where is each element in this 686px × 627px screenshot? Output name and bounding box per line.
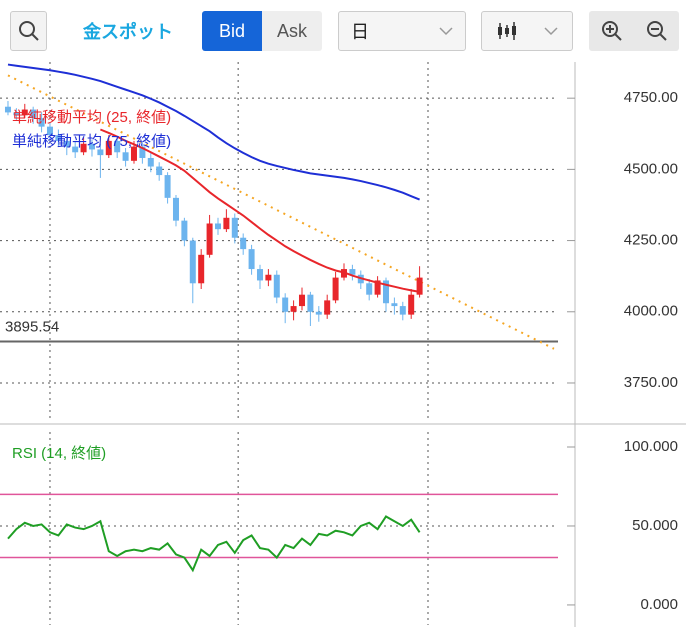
- candle-body: [80, 143, 87, 153]
- candle-body: [240, 237, 247, 250]
- y-tick-label: 4750.00: [624, 89, 678, 106]
- y-tick-label: 0.000: [640, 596, 678, 613]
- candle-body: [382, 280, 389, 304]
- candle-body: [324, 300, 331, 315]
- series-line: [7, 515, 421, 573]
- candle-body: [97, 149, 104, 156]
- candle-body: [231, 217, 238, 238]
- candle-body: [72, 146, 79, 153]
- period: 日: [351, 22, 369, 42]
- candle-body: [88, 143, 95, 150]
- candle-body: [122, 152, 129, 161]
- candle-body: [248, 249, 255, 270]
- candle-body: [189, 240, 196, 284]
- candle-body: [273, 274, 280, 298]
- y-tick-label: 100.000: [624, 438, 678, 455]
- reference-label: 3895.54: [5, 318, 59, 335]
- candle-body: [21, 109, 28, 116]
- legend-entry: 単純移動平均 (25, 終値): [12, 109, 171, 126]
- zoom-in[interactable]: [600, 19, 624, 43]
- y-tick-label: 4500.00: [624, 160, 678, 177]
- candle-body: [147, 157, 154, 167]
- candle-body: [172, 197, 179, 221]
- legend-entry: 単純移動平均 (75, 終値): [12, 133, 171, 150]
- candle-body: [214, 223, 221, 230]
- candle-icon: [498, 22, 516, 40]
- candle-body: [332, 277, 339, 301]
- candle-body: [38, 118, 45, 127]
- y-tick-label: 4000.00: [624, 303, 678, 320]
- search-button[interactable]: [10, 11, 47, 51]
- zoom-out[interactable]: [645, 19, 669, 43]
- candle-body: [391, 303, 398, 307]
- chevron: [439, 27, 453, 36]
- chart: 3750.00 4000.00 4250.00 4500.00 4750.00 3895.…: [0, 62, 686, 627]
- ask-button[interactable]: Ask: [262, 11, 322, 51]
- candle-body: [164, 175, 171, 198]
- candle-body: [4, 106, 11, 113]
- chevron: [544, 27, 558, 36]
- candle-body: [282, 297, 289, 312]
- candle-body: [223, 217, 230, 230]
- candle-body: [349, 269, 356, 275]
- candle-body: [265, 274, 272, 281]
- candle-body: [105, 140, 112, 156]
- legend-entry: RSI (14, 終値): [12, 445, 106, 462]
- series-line: [7, 63, 420, 201]
- candle-body: [156, 166, 163, 176]
- symbol[interactable]: 金スポット: [83, 22, 173, 42]
- candle-body: [416, 277, 423, 295]
- candle-body: [307, 294, 314, 312]
- bid-button[interactable]: Bid: [202, 11, 262, 51]
- period-select[interactable]: 日: [338, 11, 466, 51]
- y-tick-label: 3750.00: [624, 374, 678, 391]
- candle-body: [30, 109, 37, 119]
- candle-body: [130, 146, 137, 161]
- chart-type-select[interactable]: [481, 11, 573, 51]
- zoom-group: [589, 11, 679, 51]
- y-tick-label: 4250.00: [624, 232, 678, 249]
- candle-body: [63, 140, 70, 147]
- candle-body: [55, 135, 62, 141]
- candle-body: [198, 254, 205, 284]
- candle-body: [46, 126, 53, 136]
- series-line: [100, 128, 420, 293]
- candle-body: [408, 294, 415, 315]
- search-icon: [18, 21, 39, 41]
- candle-body: [256, 269, 263, 281]
- candle-body: [374, 280, 381, 295]
- candle-body: [366, 283, 373, 295]
- candle-body: [298, 294, 305, 307]
- candle-body: [315, 311, 322, 315]
- candle-body: [181, 220, 188, 241]
- y-tick-label: 50.000: [632, 517, 678, 534]
- candle-body: [13, 112, 20, 116]
- candle-body: [114, 140, 121, 153]
- candle-body: [399, 306, 406, 315]
- candle-body: [139, 146, 146, 158]
- candle-body: [290, 306, 297, 312]
- candle-body: [206, 223, 213, 255]
